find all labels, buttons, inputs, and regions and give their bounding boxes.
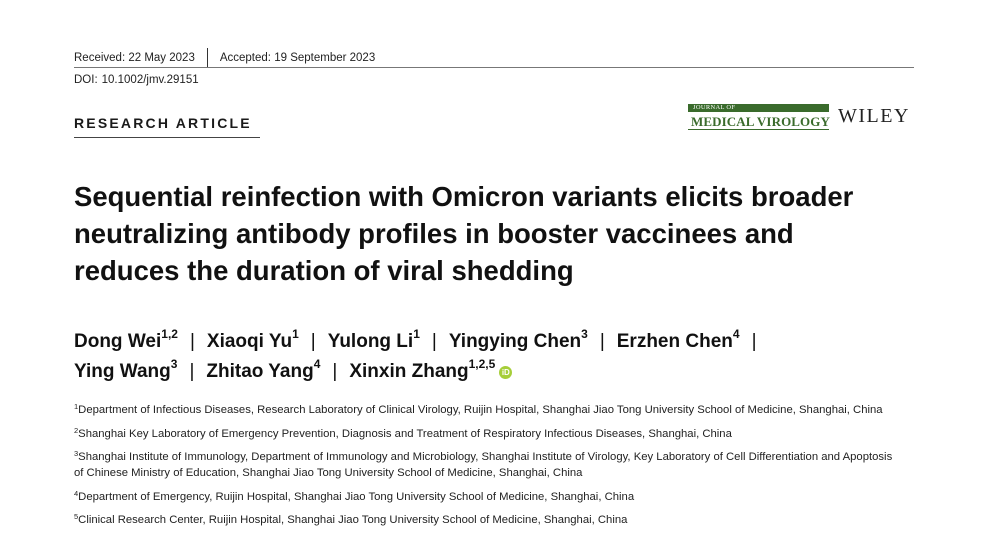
author-name[interactable]: Dong Wei1,2: [74, 328, 178, 352]
author-affiliation-sup: 4: [313, 357, 321, 371]
orcid-icon[interactable]: iD: [499, 366, 513, 379]
author-name[interactable]: Yingying Chen3: [448, 328, 588, 352]
journal-logo-underline: [688, 129, 829, 130]
author-affiliation-sup: 3: [170, 357, 178, 371]
author-name-text: Xiaoqi Yu: [206, 331, 293, 352]
author-separator: |: [189, 361, 195, 382]
author-name-text: Yingying Chen: [448, 331, 582, 352]
author-name-text: Xinxin Zhang: [349, 361, 469, 382]
author-separator: |: [431, 331, 437, 352]
affiliation-1: 1Department of Infectious Diseases, Rese…: [74, 402, 904, 418]
author-affiliation-sup: 1: [413, 327, 420, 341]
author-name[interactable]: Yulong Li1: [327, 328, 420, 352]
affiliation-2: 2Shanghai Key Laboratory of Emergency Pr…: [74, 426, 904, 442]
author-affiliation-sup: 1,2: [161, 327, 178, 341]
doi-label: DOI:: [74, 74, 98, 86]
affiliation-number: 4: [74, 489, 79, 498]
affiliation-number: 3: [74, 449, 79, 458]
date-divider: [206, 48, 208, 67]
accepted-label: Accepted:: [219, 51, 271, 64]
received-label: Received:: [74, 51, 126, 64]
author-name[interactable]: Xinxin Zhang1,2,5iD: [349, 358, 513, 382]
author-name-text: Dong Wei: [74, 331, 162, 352]
article-title: Sequential reinfection with Omicron vari…: [74, 181, 854, 286]
journal-logo-name: MEDICAL VIROLOGY: [691, 114, 830, 129]
author-name[interactable]: Ying Wang3: [74, 358, 177, 382]
author-name-text: Erzhen Chen: [616, 331, 733, 352]
publisher-logo[interactable]: WILEY: [838, 105, 910, 127]
affiliation-text: Clinical Research Center, Ruijin Hospita…: [78, 514, 628, 526]
author-list: Dong Wei1,2 | Xiaoqi Yu1 | Yulong Li1 | Yingyi…: [74, 327, 894, 387]
author-separator: |: [332, 361, 338, 382]
author-affiliation-sup: 3: [581, 327, 588, 341]
author-separator: |: [599, 331, 605, 352]
author-name[interactable]: Erzhen Chen4: [616, 328, 740, 352]
journal-logo[interactable]: JOURNAL OF MEDICAL VIROLOGY: [688, 104, 830, 130]
affiliation-4: 4Department of Emergency, Ruijin Hospita…: [74, 489, 904, 505]
affiliation-text: Shanghai Institute of Immunology, Depart…: [74, 451, 893, 479]
affiliation-3: 3Shanghai Institute of Immunology, Depar…: [74, 449, 904, 481]
affiliation-text: Department of Infectious Diseases, Resea…: [78, 404, 883, 416]
author-name-text: Zhitao Yang: [206, 361, 314, 382]
journal-logo-small-text: JOURNAL OF: [693, 104, 736, 111]
received-date: 22 May 2023: [128, 51, 195, 64]
affiliation-number: 1: [74, 402, 79, 411]
author-name-text: Ying Wang: [74, 361, 171, 382]
author-affiliation-sup: 1,2,5: [468, 357, 496, 371]
doi-line: DOI: 10.1002/jmv.29151: [74, 74, 199, 86]
article-type: RESEARCH ARTICLE: [74, 115, 252, 131]
author-affiliation-sup: 4: [732, 327, 740, 341]
affiliation-number: 5: [74, 512, 79, 521]
author-separator: |: [751, 331, 757, 352]
header-rule: [74, 67, 914, 68]
article-type-underline: [74, 137, 260, 138]
accepted-date: 19 September 2023: [274, 51, 376, 64]
author-affiliation-sup: 1: [292, 327, 299, 341]
affiliation-number: 2: [74, 426, 79, 435]
affiliation-text: Shanghai Key Laboratory of Emergency Pre…: [78, 428, 732, 440]
affiliation-5: 5Clinical Research Center, Ruijin Hospit…: [74, 512, 904, 528]
author-name[interactable]: Zhitao Yang4: [206, 358, 320, 382]
journal-logo-bar: [688, 104, 829, 112]
article-dates: Received: 22 May 2023 Accepted: 19 Septe…: [74, 48, 375, 67]
affiliation-text: Department of Emergency, Ruijin Hospital…: [78, 491, 635, 503]
doi-link[interactable]: 10.1002/jmv.29151: [101, 74, 199, 86]
author-name-text: Yulong Li: [327, 331, 414, 352]
author-name[interactable]: Xiaoqi Yu1: [206, 328, 299, 352]
author-separator: |: [189, 331, 195, 352]
author-separator: |: [310, 331, 316, 352]
